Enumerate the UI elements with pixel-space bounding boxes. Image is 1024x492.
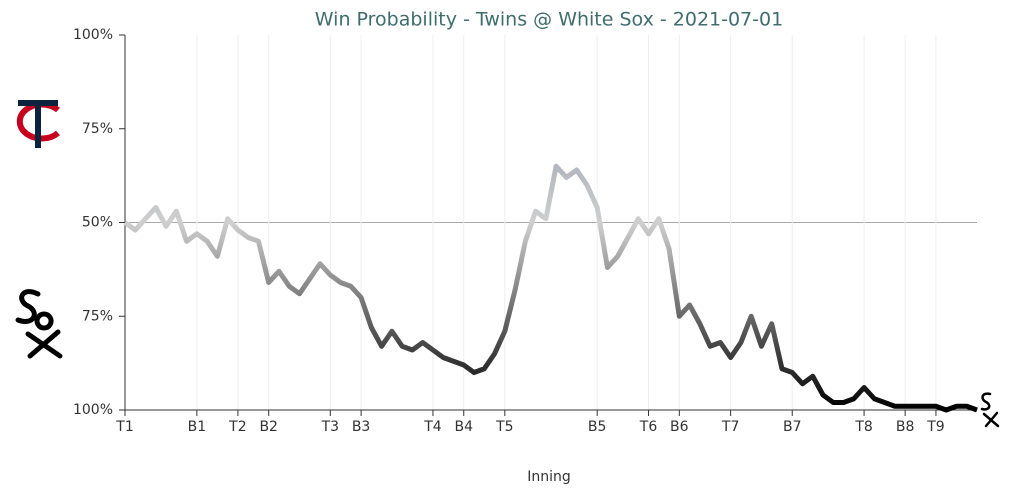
x-tick-label: T9 (926, 419, 944, 435)
white-sox-end-logo (980, 392, 1000, 428)
x-tick-label: T8 (854, 419, 872, 435)
x-tick-label: B4 (454, 419, 473, 435)
twins-logo (16, 100, 60, 148)
x-axis-label: Inning (527, 469, 571, 485)
x-tick-label: B3 (352, 419, 371, 435)
x-tick-label: T1 (115, 419, 133, 435)
white-sox-logo (15, 289, 63, 359)
x-tick-label: T2 (228, 419, 246, 435)
x-tick-label: T6 (639, 419, 658, 435)
x-tick-label: B8 (896, 419, 915, 435)
x-tick-label: T5 (495, 419, 513, 435)
y-tick-label: 75% (82, 308, 113, 324)
y-tick-label: 100% (73, 402, 113, 418)
x-tick-label: B1 (188, 419, 207, 435)
x-tick-label: B2 (259, 419, 278, 435)
x-tick-label: T3 (321, 419, 339, 435)
chart-title: Win Probability - Twins @ White Sox - 20… (315, 9, 783, 31)
x-tick-label: B5 (588, 419, 607, 435)
y-tick-label: 50% (82, 215, 113, 231)
win-probability-line (123, 163, 978, 413)
y-tick-label: 100% (73, 27, 113, 43)
x-tick-label: B6 (670, 419, 689, 435)
x-tick-label: T4 (423, 419, 442, 435)
x-tick-label: B7 (783, 419, 802, 435)
y-tick-label: 75% (82, 121, 113, 137)
x-tick-label: T7 (721, 419, 739, 435)
